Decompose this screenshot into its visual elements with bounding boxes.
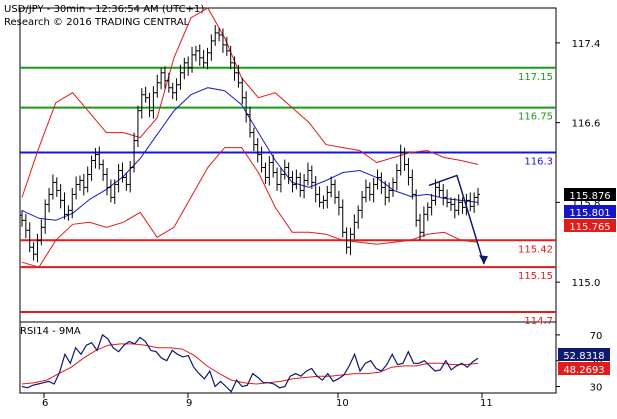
value-badge-label: 115.765	[569, 222, 610, 233]
value-badge-label: 115.801	[569, 208, 610, 219]
level-label: 116.3	[524, 157, 553, 168]
forecast-arrow	[428, 174, 485, 265]
value-badge-label: 115.876	[569, 191, 610, 202]
chart-title: USD/JPY - 30min - 12:36:54 AM (UTC+1)	[4, 4, 205, 15]
level-label: 117.15	[518, 72, 553, 83]
forecast-arrowhead	[479, 255, 488, 265]
level-label: 116.75	[518, 112, 553, 123]
x-tick-label: 10	[336, 398, 349, 409]
rsi-y-tick-label: 30	[590, 383, 603, 394]
rsi-ma-line	[21, 343, 479, 385]
y-tick-label: 115.0	[572, 278, 601, 289]
rsi-value-badge	[558, 362, 610, 375]
y-tick-label: 115.8	[572, 198, 601, 209]
value-badge	[564, 205, 616, 218]
x-tick-label: 6	[42, 398, 48, 409]
rsi-value-badge	[558, 348, 610, 361]
y-tick-label: 116.6	[572, 119, 601, 130]
bollinger-lower-line	[21, 147, 479, 268]
chart-copyright: Research © 2016 TRADING CENTRAL	[4, 17, 190, 28]
value-badge	[564, 219, 616, 232]
x-tick-label: 9	[186, 398, 192, 409]
rsi-y-tick-label: 70	[590, 331, 603, 342]
rsi-panel-frame	[19, 321, 557, 394]
rsi-title: RSI14 - 9MA	[20, 326, 81, 337]
bollinger-upper-line	[21, 7, 479, 198]
rsi-value-badge-label: 48.2693	[563, 365, 604, 376]
y-tick-label: 117.4	[572, 39, 601, 50]
level-label: 114.7	[524, 316, 553, 327]
level-label: 115.42	[518, 244, 553, 255]
rsi-value-badge-label: 52.8318	[563, 351, 604, 362]
value-badge	[564, 188, 616, 201]
x-tick-label: 11	[480, 398, 493, 409]
level-label: 115.15	[518, 271, 553, 282]
rsi-line	[21, 333, 479, 393]
